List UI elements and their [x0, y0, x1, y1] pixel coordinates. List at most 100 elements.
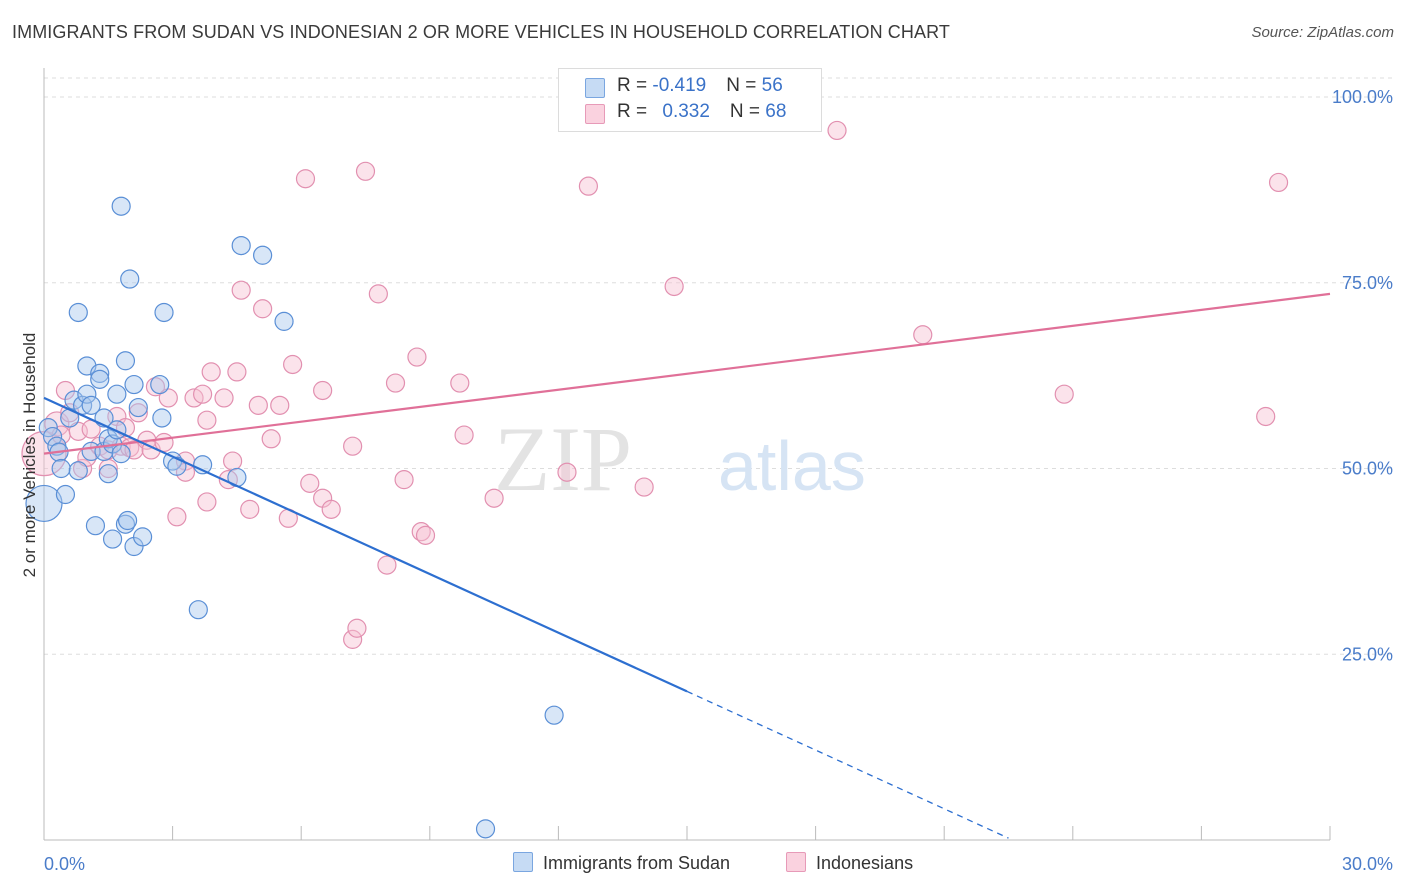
indonesians-point	[295, 169, 316, 189]
y-tick-label: 100.0%	[1332, 87, 1393, 107]
chart-title: IMMIGRANTS FROM SUDAN VS INDONESIAN 2 OR…	[12, 22, 950, 42]
indonesians-point	[454, 425, 474, 445]
legend-text-indo: R = 0.332 N = 68	[617, 101, 786, 123]
bottom-legend-label-sudan: Immigrants from Sudan	[543, 853, 731, 873]
legend-r-label-sudan: R =	[617, 75, 653, 96]
sudan-point	[102, 529, 123, 549]
sudan-point	[111, 196, 131, 216]
indonesians-point	[253, 299, 273, 319]
indonesians-trend-line	[43, 292, 1331, 455]
indonesians-point	[240, 499, 260, 519]
sudan-point	[90, 363, 110, 383]
tick-labels: 25.0% 50.0% 75.0% 100.0% 0.0% 30.0%	[44, 87, 1393, 874]
legend-text-sudan: R = -0.419 N = 56	[617, 75, 783, 97]
sudan-point	[55, 484, 76, 505]
sudan-point	[77, 384, 97, 404]
sudan-point	[128, 397, 148, 418]
indonesians-point	[300, 473, 320, 493]
sudan-point	[475, 819, 496, 839]
bottom-legend-indo: Indonesians	[786, 852, 913, 874]
indonesians-point	[313, 380, 333, 401]
indonesians-point	[578, 176, 599, 196]
indonesians-point	[1054, 384, 1074, 404]
sudan-point	[81, 395, 101, 415]
sudan-point	[154, 302, 174, 323]
grid-lines	[44, 77, 1395, 655]
axes	[43, 68, 1331, 841]
sudan-point	[111, 444, 131, 464]
indonesians-point	[193, 384, 213, 404]
bottom-legend-swatch-sudan	[513, 852, 533, 872]
sudan-point	[253, 245, 273, 265]
x-tick-label: 0.0%	[44, 854, 85, 874]
y-tick-label: 25.0%	[1342, 644, 1393, 664]
sudan-point	[132, 527, 153, 547]
y-tick-label: 75.0%	[1342, 273, 1393, 293]
indonesians-point	[167, 507, 187, 527]
indonesians-point	[214, 388, 234, 408]
indonesians-point	[827, 120, 847, 141]
legend-n-value-indo: 68	[765, 101, 787, 122]
indonesians-point	[124, 440, 144, 460]
sudan-point	[68, 302, 88, 323]
indonesians-point	[634, 477, 654, 497]
indonesians-point	[343, 629, 363, 649]
legend-swatch-indo	[585, 104, 605, 124]
indonesians-point	[347, 618, 367, 638]
indonesians-point	[158, 388, 178, 408]
indonesians-point	[450, 373, 470, 393]
indonesians-point	[415, 525, 436, 545]
sudan-point	[124, 374, 144, 395]
indonesians-point	[223, 451, 243, 471]
bottom-legend-swatch-indo	[786, 852, 806, 872]
x-tick-label: 30.0%	[1342, 854, 1393, 874]
sudan-point	[231, 236, 251, 256]
legend-swatch-sudan	[585, 78, 605, 98]
indonesians-point	[557, 462, 577, 482]
sudan-point	[107, 384, 127, 404]
bottom-legend-sudan: Immigrants from Sudan	[513, 852, 730, 874]
indonesians-point	[197, 410, 217, 430]
indonesians-point	[321, 499, 341, 519]
sudan-point	[98, 464, 118, 484]
indonesians-point	[201, 362, 221, 382]
legend-r-value-sudan: -0.419	[652, 75, 707, 96]
sudan-point	[544, 705, 564, 725]
indonesians-point	[664, 276, 684, 297]
indonesians-point	[407, 347, 427, 367]
indonesians-point	[1268, 172, 1289, 193]
sudan-point	[274, 311, 294, 331]
sudan-point	[188, 600, 208, 620]
indonesians-point	[368, 284, 388, 304]
indonesians-point	[197, 492, 217, 512]
sudan-point	[115, 351, 136, 371]
sudan-point	[68, 461, 88, 481]
sudan-point	[38, 418, 58, 438]
y-axis-label: 2 or more Vehicles in Household	[20, 333, 39, 578]
indonesians-point	[227, 362, 247, 382]
indonesians-point	[261, 429, 281, 449]
y-tick-label: 50.0%	[1342, 459, 1393, 479]
watermark-zip: ZIP	[494, 408, 632, 510]
sudan-point	[120, 269, 140, 289]
sudan-point	[90, 369, 110, 389]
sudan-point	[117, 510, 138, 531]
legend-n-label-sudan: N =	[726, 75, 762, 96]
watermark: ZIP atlas	[494, 408, 866, 510]
source-label: Source: ZipAtlas.com	[1251, 24, 1394, 41]
indonesians-point	[385, 373, 406, 393]
correlation-legend: R = -0.419 N = 56 R = 0.332 N = 68	[558, 68, 822, 132]
sudan-point	[85, 516, 106, 536]
indonesians-point	[248, 395, 268, 415]
indonesians-point	[394, 470, 414, 490]
indonesians-point	[231, 280, 251, 300]
indonesians-point	[355, 161, 376, 181]
sudan-point	[150, 374, 170, 395]
indonesians-point	[1256, 406, 1276, 427]
indonesians-point	[283, 354, 303, 375]
legend-n-label-indo: N =	[729, 101, 766, 122]
indonesians-point	[377, 555, 397, 575]
sudan-point	[167, 456, 187, 476]
sudan-trend-line-extension	[686, 690, 1009, 839]
indonesians-point	[270, 395, 290, 415]
